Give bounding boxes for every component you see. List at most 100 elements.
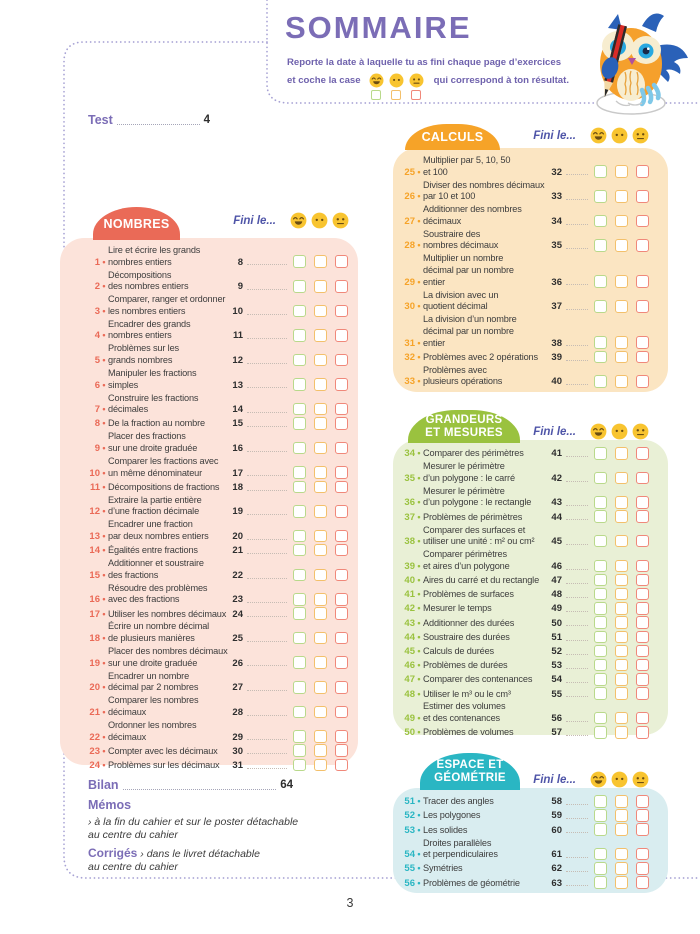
result-checkbox-orange[interactable]: [615, 587, 628, 601]
result-checkbox-red[interactable]: [636, 510, 649, 523]
result-checkbox-orange[interactable]: [314, 568, 327, 581]
date-leader-line[interactable]: [247, 263, 287, 266]
result-checkbox-orange[interactable]: [314, 402, 327, 416]
result-checkbox-red[interactable]: [636, 375, 649, 388]
result-checkbox-orange[interactable]: [615, 602, 628, 615]
date-leader-line[interactable]: [247, 337, 287, 340]
result-checkbox-red[interactable]: [636, 644, 649, 658]
date-leader-line[interactable]: [247, 552, 287, 554]
result-checkbox-red[interactable]: [335, 402, 348, 416]
date-leader-line[interactable]: [566, 667, 588, 669]
result-checkbox-red[interactable]: [636, 496, 649, 509]
result-checkbox-red[interactable]: [335, 593, 348, 606]
result-checkbox-orange[interactable]: [314, 417, 327, 430]
date-leader-line[interactable]: [247, 288, 287, 290]
result-checkbox-orange[interactable]: [615, 239, 628, 252]
result-checkbox-green[interactable]: [594, 573, 607, 587]
result-checkbox-red[interactable]: [636, 336, 649, 349]
result-checkbox-green[interactable]: [293, 304, 306, 318]
date-leader-line[interactable]: [566, 344, 588, 347]
date-leader-line[interactable]: [566, 455, 588, 457]
result-checkbox-orange[interactable]: [615, 862, 628, 875]
result-checkbox-green[interactable]: [293, 730, 306, 743]
date-leader-line[interactable]: [247, 640, 287, 642]
result-checkbox-red[interactable]: [636, 471, 649, 485]
result-checkbox-red[interactable]: [335, 378, 348, 391]
result-checkbox-green[interactable]: [594, 350, 607, 364]
result-checkbox-red[interactable]: [636, 214, 649, 228]
date-leader-line[interactable]: [566, 870, 588, 873]
result-checkbox-orange[interactable]: [314, 744, 327, 757]
result-checkbox-green[interactable]: [293, 505, 306, 518]
result-checkbox-green[interactable]: [293, 744, 306, 757]
result-checkbox-orange[interactable]: [615, 795, 628, 808]
date-leader-line[interactable]: [247, 513, 287, 516]
result-checkbox-red[interactable]: [636, 559, 649, 573]
result-checkbox-green[interactable]: [293, 543, 306, 557]
date-leader-line[interactable]: [247, 489, 287, 491]
result-checkbox-green[interactable]: [293, 568, 306, 581]
result-checkbox-green[interactable]: [594, 587, 607, 601]
result-checkbox-red[interactable]: [636, 687, 649, 700]
result-checkbox-orange[interactable]: [314, 758, 327, 772]
result-checkbox-green[interactable]: [293, 607, 306, 620]
result-checkbox-green[interactable]: [293, 480, 306, 494]
result-checkbox-red[interactable]: [335, 705, 348, 719]
date-leader-line[interactable]: [566, 695, 588, 698]
result-checkbox-orange[interactable]: [314, 631, 327, 645]
date-leader-line[interactable]: [247, 601, 287, 604]
result-checkbox-red[interactable]: [636, 876, 649, 889]
result-checkbox-red[interactable]: [335, 543, 348, 557]
result-checkbox-orange[interactable]: [615, 190, 628, 203]
date-leader-line[interactable]: [566, 247, 588, 250]
result-checkbox-green[interactable]: [594, 165, 607, 178]
result-checkbox-red[interactable]: [636, 534, 649, 548]
result-checkbox-orange[interactable]: [314, 730, 327, 743]
result-checkbox-orange[interactable]: [615, 823, 628, 836]
result-checkbox-green[interactable]: [594, 471, 607, 485]
result-checkbox-green[interactable]: [293, 255, 306, 268]
result-checkbox-orange[interactable]: [314, 529, 327, 543]
result-checkbox-green[interactable]: [594, 658, 607, 672]
result-checkbox-green[interactable]: [594, 510, 607, 523]
result-checkbox-orange[interactable]: [615, 876, 628, 889]
result-checkbox-green[interactable]: [594, 375, 607, 388]
date-leader-line[interactable]: [247, 689, 287, 692]
result-checkbox-green[interactable]: [594, 726, 607, 739]
result-checkbox-red[interactable]: [335, 681, 348, 694]
result-checkbox-red[interactable]: [335, 441, 348, 455]
result-checkbox-red[interactable]: [636, 587, 649, 601]
result-checkbox-green[interactable]: [594, 687, 607, 700]
date-leader-line[interactable]: [247, 577, 287, 579]
result-checkbox-orange[interactable]: [314, 255, 327, 268]
date-leader-line[interactable]: [566, 681, 588, 684]
result-checkbox-orange[interactable]: [615, 375, 628, 388]
result-checkbox-green[interactable]: [594, 795, 607, 808]
result-checkbox-red[interactable]: [636, 190, 649, 203]
result-checkbox-green[interactable]: [594, 809, 607, 822]
result-checkbox-orange[interactable]: [615, 809, 628, 822]
date-leader-line[interactable]: [566, 734, 588, 737]
result-checkbox-green[interactable]: [594, 336, 607, 349]
date-leader-line[interactable]: [247, 313, 287, 315]
result-checkbox-red[interactable]: [636, 726, 649, 739]
result-checkbox-red[interactable]: [335, 353, 348, 367]
result-checkbox-green[interactable]: [594, 673, 607, 686]
result-checkbox-green[interactable]: [293, 378, 306, 391]
result-checkbox-green[interactable]: [293, 529, 306, 543]
result-checkbox-red[interactable]: [636, 809, 649, 822]
result-checkbox-red[interactable]: [636, 165, 649, 178]
result-checkbox-green[interactable]: [293, 705, 306, 719]
date-leader-line[interactable]: [247, 450, 287, 452]
result-checkbox-orange[interactable]: [314, 656, 327, 669]
result-checkbox-green[interactable]: [293, 656, 306, 669]
date-leader-line[interactable]: [566, 884, 588, 887]
date-leader-line[interactable]: [566, 568, 588, 570]
result-checkbox-red[interactable]: [335, 280, 348, 293]
result-checkbox-orange[interactable]: [615, 165, 628, 178]
result-checkbox-red[interactable]: [636, 847, 649, 861]
result-checkbox-red[interactable]: [335, 505, 348, 518]
result-checkbox-red[interactable]: [335, 529, 348, 543]
result-checkbox-green[interactable]: [594, 630, 607, 643]
date-leader-line[interactable]: [247, 425, 287, 428]
